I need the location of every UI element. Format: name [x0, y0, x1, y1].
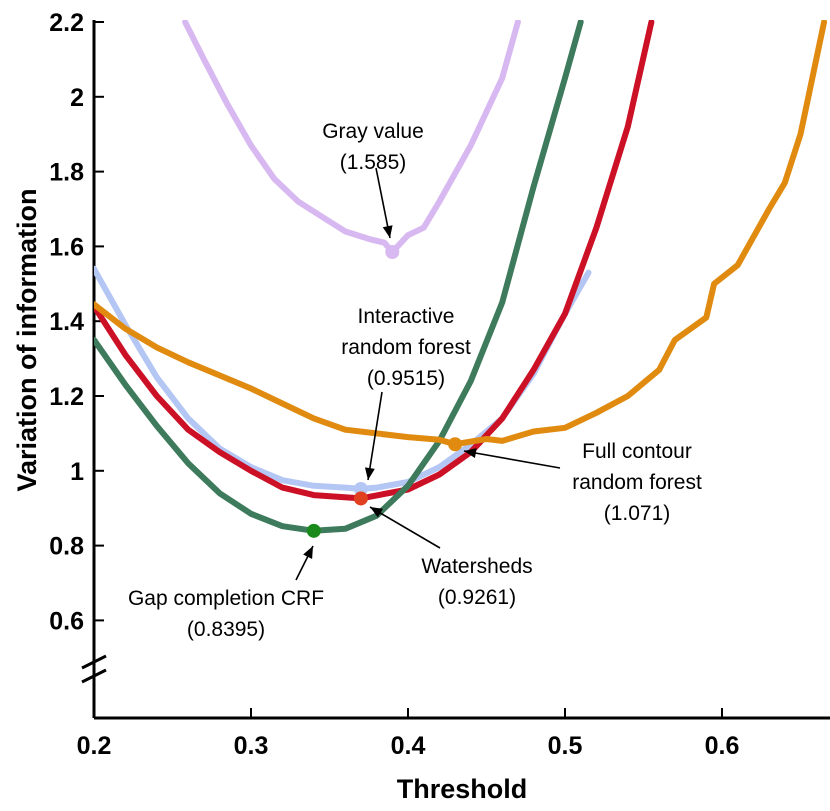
x-tick-label: 0.2 — [77, 732, 112, 760]
series-line-gap-completion-crf — [94, 20, 584, 534]
annotation-arrowhead — [364, 467, 375, 480]
y-tick-label: 1.6 — [49, 233, 84, 261]
x-tick-label: 0.6 — [705, 732, 740, 760]
annotation-label: Gap completion CRF — [128, 587, 324, 610]
y-tick-label: 1.4 — [49, 308, 84, 336]
annotation-label: Gray value — [322, 120, 424, 143]
series-line-gray-value — [182, 20, 521, 255]
annotation-arrowhead — [303, 546, 313, 559]
y-tick-label: 0.8 — [49, 533, 84, 561]
annotation-label: Watersheds — [421, 555, 532, 578]
annotation-label: (1.071) — [604, 502, 671, 525]
annotation-label: Full contour — [582, 440, 692, 463]
tick-group: 0.2 0.3 0.4 0.5 0.6 0.6 0.8 1 1.2 1.4 1.6 1.8 2 2.2 — [49, 9, 739, 760]
x-tick-label: 0.5 — [548, 732, 583, 760]
minimum-marker-gap-completion-crf — [306, 523, 321, 538]
annotation-arrowhead — [464, 448, 477, 459]
series-line-full-contour-random-forest — [94, 20, 828, 448]
axis-break-mark — [81, 668, 107, 684]
series-line-interactive-random-forest — [94, 265, 592, 492]
y-tick-label: 1.2 — [49, 383, 84, 411]
x-tick-label: 0.4 — [391, 732, 426, 760]
series-line-watersheds — [94, 20, 655, 502]
x-tick-label: 0.3 — [234, 732, 269, 760]
annotation-label: (1.585) — [340, 151, 407, 174]
y-tick-label: 2 — [70, 84, 84, 112]
annotation-arrow-line — [367, 391, 383, 481]
axis-break-mark — [81, 654, 107, 670]
y-tick-label: 2.2 — [49, 9, 84, 37]
annotation-label: (0.8395) — [187, 618, 265, 641]
annotation-label: (0.9261) — [438, 586, 516, 609]
minimum-marker-full-contour-random-forest — [448, 437, 463, 452]
series-group — [94, 20, 828, 534]
annotation-arrow-line — [463, 450, 561, 469]
annotation-group: Gray value (1.585) Interactive random fores… — [128, 120, 702, 641]
x-axis-title: Threshold — [397, 774, 528, 804]
annotation-arrowhead — [382, 225, 393, 238]
annotation-label: random forest — [341, 336, 471, 359]
annotation-arrowhead — [370, 507, 383, 518]
annotation-label: Interactive — [358, 305, 455, 328]
y-axis-title: Variation of information — [12, 188, 42, 491]
y-tick-label: 1.8 — [49, 159, 84, 187]
annotation-arrow-line — [369, 506, 441, 549]
minimum-marker-gray-value — [385, 245, 400, 260]
annotation-label: random forest — [572, 471, 702, 494]
minimum-marker-watersheds — [353, 491, 368, 506]
y-tick-label: 1 — [70, 458, 84, 486]
marker-group — [306, 245, 463, 538]
y-tick-label: 0.6 — [49, 607, 84, 635]
annotation-label: (0.9515) — [367, 367, 445, 390]
